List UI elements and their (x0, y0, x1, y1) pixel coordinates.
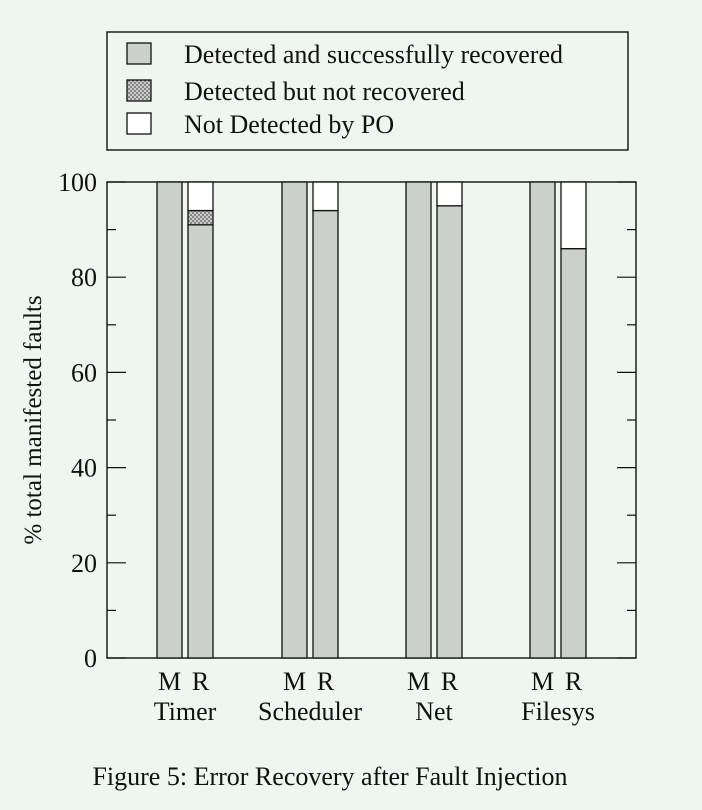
bar-segment (187, 224, 214, 659)
x-group-label: Scheduler (258, 697, 362, 726)
legend-label: Detected but not recovered (184, 77, 465, 106)
x-group-label: Filesys (521, 697, 595, 726)
x-group-label: Net (415, 697, 453, 726)
y-tick-label: 20 (71, 549, 97, 578)
bar-segment (560, 247, 587, 659)
bar-segment (187, 209, 214, 226)
bar-segment (156, 181, 183, 659)
x-bar-label: R (317, 667, 335, 696)
y-tick-label: 40 (71, 454, 97, 483)
x-bar-label: M (531, 667, 554, 696)
legend-swatch (126, 79, 152, 102)
x-group-label: Timer (154, 697, 217, 726)
y-tick-label: 100 (58, 168, 97, 197)
bar-segment (312, 181, 339, 212)
bar-segment (312, 209, 339, 659)
y-tick-label: 0 (84, 644, 97, 673)
legend-label: Not Detected by PO (184, 110, 394, 139)
x-bar-label: R (565, 667, 583, 696)
x-bar-label: M (158, 667, 181, 696)
bar-segment (560, 181, 587, 250)
plot-frame (106, 181, 637, 659)
bar-segment (529, 181, 556, 659)
legend-frame (106, 31, 629, 151)
bar-segment (405, 181, 432, 659)
y-tick-label: 80 (71, 263, 97, 292)
x-bar-label: R (192, 667, 210, 696)
figure-caption: Figure 5: Error Recovery after Fault Inj… (92, 762, 568, 791)
legend-label: Detected and successfully recovered (184, 40, 563, 69)
bar-segment (436, 181, 463, 207)
y-tick-label: 60 (71, 358, 97, 387)
legend: Detected and successfully recovered Detec… (106, 31, 629, 151)
x-bar-label: M (283, 667, 306, 696)
bar-segment (436, 205, 463, 659)
y-axis-label: % total manifested faults (20, 295, 47, 544)
x-bar-label: R (441, 667, 459, 696)
bar-segment (187, 181, 214, 212)
x-bar-label: M (407, 667, 430, 696)
bar-segment (281, 181, 308, 659)
legend-swatch (126, 112, 152, 135)
legend-swatch (126, 42, 152, 65)
